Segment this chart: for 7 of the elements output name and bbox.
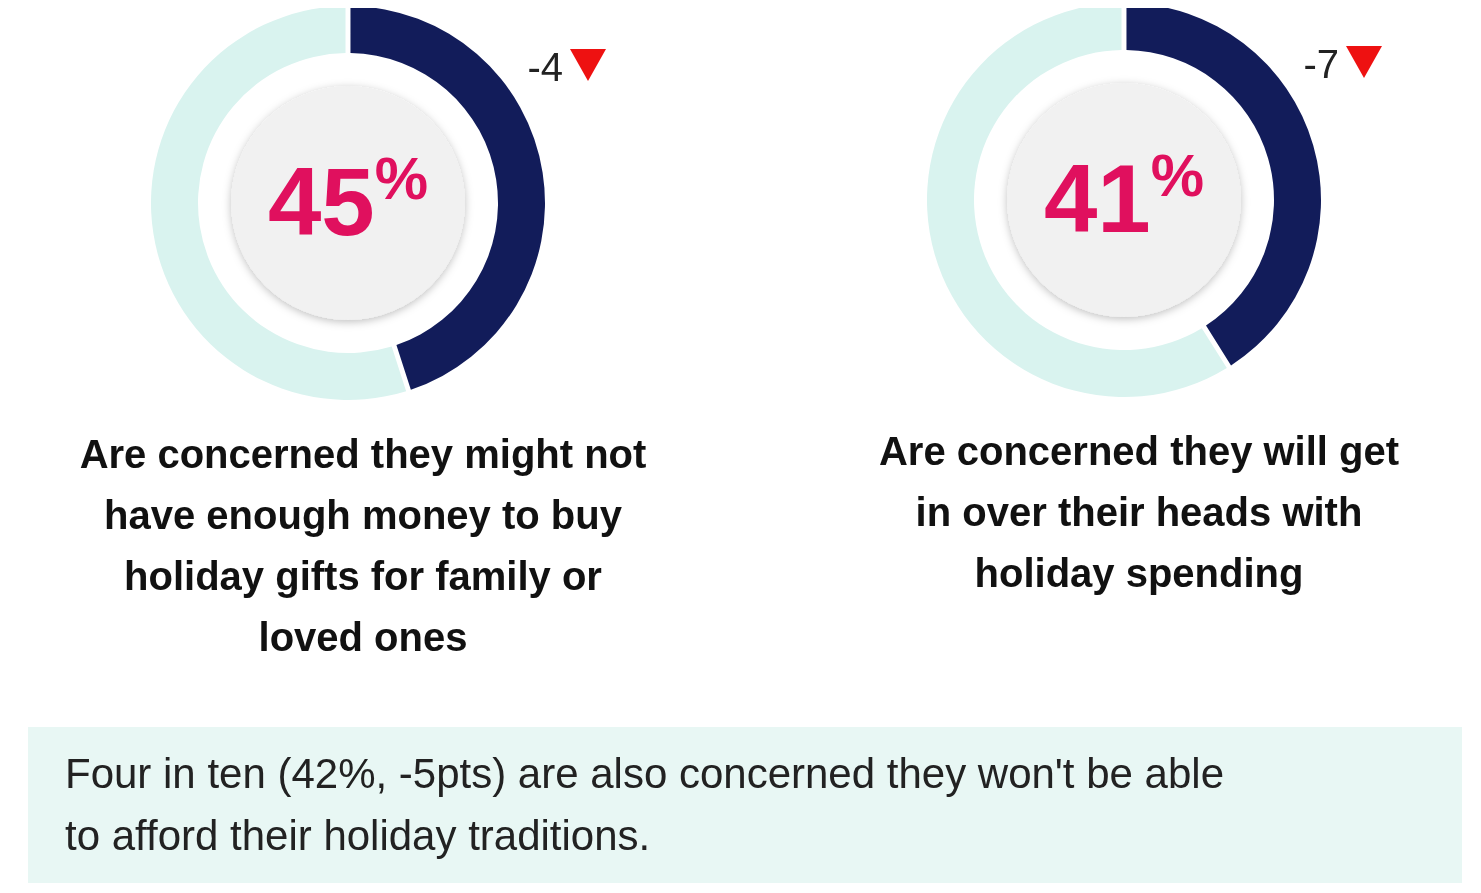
text: Are concerned they will get in over their heads with holiday spending (878, 429, 1400, 595)
text: Are concerned they might not have enough money to buy holiday gifts for family or loved ones (79, 432, 647, 659)
text: -4 (527, 45, 563, 89)
data-label: 45% (267, 145, 429, 255)
data-label: 41% (1043, 142, 1205, 252)
text: -7 (1303, 42, 1339, 86)
text: Four in ten (42%, -5pts) are also concerned they won't be able to afford their holiday traditions. (65, 750, 1224, 859)
